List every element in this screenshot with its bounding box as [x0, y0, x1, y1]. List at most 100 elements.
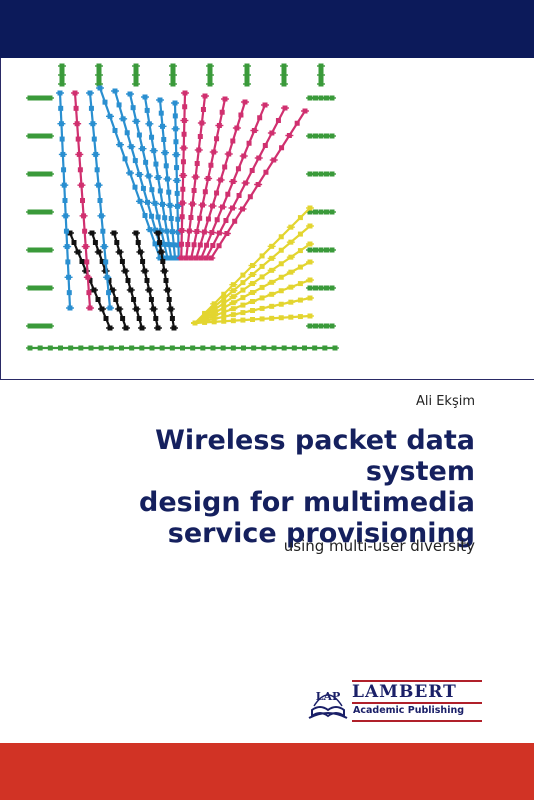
frame-left-chain-atom [32, 171, 38, 177]
spoke-1-atom [181, 131, 187, 137]
yellow-spoke-atom [259, 284, 265, 290]
spoke-1-atom [208, 162, 214, 168]
yellow-spoke-atom [297, 281, 303, 287]
spoke-0-atom [132, 184, 138, 190]
spoke-0-atom [132, 158, 138, 164]
base-row-chain-atom [37, 345, 43, 351]
yellow-spoke-atom [240, 295, 246, 301]
yellow-spoke-atom [221, 305, 227, 311]
frame-left-chain-atom [32, 247, 38, 253]
spoke-0-atom [155, 214, 161, 220]
left-column-atom [63, 228, 69, 234]
frame-top-chain-atom [96, 77, 102, 82]
yellow-spoke-atom [240, 287, 246, 293]
frame-top-chain-atom [244, 77, 250, 82]
book-title-line-2: design for multimedia [139, 487, 475, 518]
spoke-1-atom [225, 191, 231, 197]
spoke-1-atom [204, 242, 210, 248]
spoke-1-atom [279, 145, 285, 151]
frame-top-chain-atom [281, 77, 287, 82]
publisher-rule-bottom [352, 720, 482, 722]
bottom-color-band [0, 743, 534, 800]
publisher-rule-middle [352, 702, 482, 704]
black-spoke-atom [160, 259, 166, 264]
left-column-atom [58, 105, 64, 111]
black-spoke-atom [120, 316, 126, 321]
emblem-text: LAP [316, 690, 341, 703]
black-spoke-atom [140, 259, 146, 264]
frame-right-chain-atom [324, 323, 329, 329]
frame-left-chain-atom [42, 323, 48, 329]
yellow-spoke-atom [297, 215, 303, 221]
spoke-0-atom [173, 139, 179, 145]
frame-right-chain-atom [313, 285, 318, 291]
frame-left-chain-atom [42, 285, 48, 291]
spoke-1-atom [216, 243, 222, 249]
yellow-spoke-atom [221, 314, 227, 320]
spoke-0-atom [143, 159, 149, 165]
frame-top-chain-atom [281, 68, 287, 73]
yellow-spoke-atom [278, 301, 284, 307]
spoke-1-atom [202, 189, 208, 195]
frame-right-chain-atom [313, 133, 318, 139]
frame-top-chain-atom [244, 68, 250, 73]
left-column-atom [84, 259, 90, 265]
frame-right-chain-atom [324, 95, 329, 101]
base-row-chain-atom [261, 345, 267, 351]
spoke-0-atom [158, 110, 164, 116]
left-column-atom [100, 228, 106, 234]
black-spoke-atom [136, 316, 142, 321]
left-column-atom [61, 167, 67, 173]
base-row-chain-atom [220, 345, 226, 351]
frame-top-chain-atom [133, 77, 139, 82]
frame-right-chain-atom [313, 209, 318, 215]
spoke-1-atom [238, 112, 244, 118]
left-column-atom [97, 198, 103, 203]
spoke-0-atom [142, 213, 148, 218]
spoke-0-atom [152, 241, 158, 247]
yellow-spoke-atom [221, 291, 227, 297]
spoke-1-atom [247, 194, 253, 200]
spoke-1-atom [191, 242, 197, 248]
spoke-1-atom [235, 166, 241, 172]
left-column-atom [103, 259, 109, 265]
yellow-spoke-atom [259, 316, 265, 322]
left-column-atom [91, 136, 97, 142]
yellow-spoke-atom [297, 264, 303, 270]
spoke-1-atom [197, 215, 203, 221]
spoke-1-atom [194, 161, 200, 166]
base-row-chain-atom [200, 345, 206, 351]
spoke-1-atom [179, 214, 185, 220]
left-column-atom [94, 167, 100, 173]
frame-top-chain-atom [170, 77, 176, 82]
yellow-spoke-atom [221, 300, 227, 306]
left-column-atom [75, 136, 81, 142]
black-spoke-atom [135, 240, 141, 245]
cover-illustration [0, 57, 534, 380]
yellow-spoke-atom [240, 302, 246, 308]
frame-right-chain-atom [324, 171, 329, 177]
spoke-0-atom [130, 105, 136, 111]
spoke-1-atom [257, 115, 263, 121]
spoke-0-atom [102, 99, 108, 105]
frame-right-chain-atom [324, 285, 329, 291]
yellow-spoke-atom [297, 297, 303, 303]
book-subtitle: using multi-user diversity [283, 537, 475, 555]
left-column-atom [86, 290, 92, 296]
spoke-1-atom [188, 215, 194, 220]
author-name: Ali Ekşim [415, 394, 475, 409]
yellow-spoke-atom [297, 314, 303, 320]
spoke-1-atom [179, 241, 185, 247]
frame-top-chain-atom [59, 77, 65, 82]
left-column-atom [80, 198, 85, 203]
spoke-1-atom [222, 164, 228, 170]
black-spoke-atom [119, 259, 125, 264]
spoke-1-atom [197, 134, 203, 139]
spoke-1-atom [236, 193, 242, 198]
frame-left-chain-atom [32, 209, 38, 215]
yellow-spoke-atom [278, 274, 284, 280]
frame-right-chain-atom [324, 133, 329, 139]
left-column-atom [66, 290, 72, 296]
spoke-1-atom [180, 186, 186, 192]
spoke-0-atom [166, 189, 172, 195]
